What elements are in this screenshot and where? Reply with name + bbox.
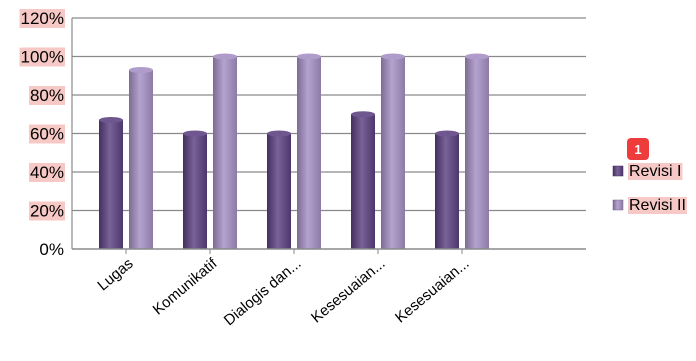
y-tick-highlight: [28, 201, 65, 221]
y-tick-label: 120%: [21, 9, 64, 28]
bars: [99, 53, 489, 250]
bar-1-0: [129, 66, 153, 249]
legend-item-1: Revisi II: [612, 197, 687, 214]
y-tick-label: 0%: [39, 240, 64, 259]
legend-swatch: [612, 165, 624, 177]
x-tick-label: Dialogis dan...: [221, 255, 305, 329]
bar-0-0: [99, 117, 123, 250]
bar-1-4: [465, 53, 489, 249]
bar-top: [435, 130, 459, 137]
y-tick-highlight: [28, 86, 65, 105]
annotation-badge[interactable]: 1: [627, 138, 649, 160]
x-tick-label: Lugas: [94, 255, 136, 294]
bar-top: [351, 111, 375, 118]
legend-highlight: [628, 197, 687, 214]
bar-body: [267, 133, 291, 249]
bar-body: [183, 133, 207, 249]
x-tick-label: Kesesuaian...: [308, 255, 389, 326]
bar-1-3: [381, 53, 405, 249]
y-tick-highlight: [28, 124, 65, 144]
bar-body: [465, 56, 489, 249]
axes: [71, 18, 586, 254]
badge-label: 1: [634, 142, 641, 157]
bar-0-2: [267, 130, 291, 249]
bar-top: [213, 53, 237, 60]
legend-swatch: [612, 199, 624, 211]
legend-label: Revisi II: [629, 197, 686, 214]
x-tick-label: Komunikatif: [150, 255, 222, 319]
bar-top: [267, 130, 291, 137]
bar-top: [129, 66, 153, 73]
bar-0-1: [183, 130, 207, 249]
y-tick-highlight: [28, 163, 65, 182]
bar-body: [213, 56, 237, 249]
badge-box: [627, 138, 649, 160]
y-tick-label: 60%: [30, 125, 64, 144]
bar-body: [381, 56, 405, 249]
legend: Revisi I Revisi II 1: [612, 138, 687, 214]
bar-body: [297, 56, 321, 249]
y-tick-label: 100%: [21, 48, 64, 67]
y-tick-label: 40%: [30, 163, 64, 182]
legend-item-0: Revisi I: [612, 163, 683, 180]
x-tick-label: Kesesuaian...: [392, 255, 473, 326]
y-axis-ticks: 0% 20% 40% 60% 80% 100% 120%: [19, 9, 65, 259]
bar-top: [183, 130, 207, 137]
gridlines: [72, 17, 586, 212]
bar-body: [351, 114, 375, 249]
bar-body: [129, 69, 153, 249]
y-tick-highlight: [19, 9, 65, 28]
y-tick-label: 80%: [30, 86, 64, 105]
bar-body: [435, 133, 459, 249]
bar-top: [99, 117, 123, 124]
bar-0-4: [435, 130, 459, 249]
legend-label: Revisi I: [629, 163, 681, 180]
bar-0-3: [351, 111, 375, 249]
bar-1-1: [213, 53, 237, 249]
legend-highlight: [628, 163, 683, 180]
x-axis-ticks: Lugas Komunikatif Dialogis dan... Kesesuaia…: [94, 255, 472, 330]
bar-body: [99, 120, 123, 250]
bar-1-2: [297, 53, 321, 249]
bar-top: [297, 53, 321, 60]
bar-top: [381, 53, 405, 60]
y-tick-label: 20%: [30, 202, 64, 221]
bar-top: [465, 53, 489, 60]
y-tick-highlight: [19, 47, 65, 67]
